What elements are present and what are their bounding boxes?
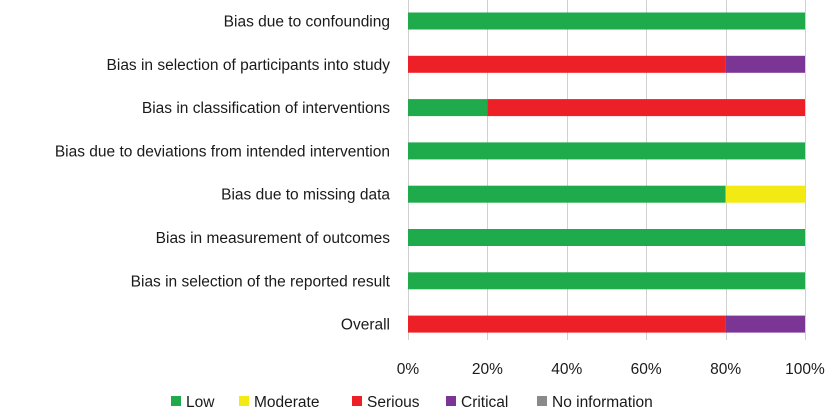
legend-swatch xyxy=(352,396,362,406)
category-label: Bias in measurement of outcomes xyxy=(156,230,391,247)
legend-swatch xyxy=(239,396,249,406)
x-tick-label: 100% xyxy=(785,361,825,378)
bar-segment-low xyxy=(408,142,805,160)
category-label: Bias in selection of participants into s… xyxy=(107,57,391,74)
bar-segment-serious xyxy=(487,99,805,117)
legend-label: Low xyxy=(186,394,215,411)
legend-swatch xyxy=(537,396,547,406)
x-tick-label: 0% xyxy=(397,361,420,378)
x-tick-label: 20% xyxy=(472,361,503,378)
category-label: Bias in classification of interventions xyxy=(142,100,390,117)
bar-segment-critical xyxy=(725,315,805,333)
bar-segment-low xyxy=(408,99,488,117)
category-label: Bias due to missing data xyxy=(221,187,390,204)
category-label: Bias in selection of the reported result xyxy=(131,273,391,290)
legend-label: No information xyxy=(552,394,653,411)
legend-swatch xyxy=(171,396,181,406)
x-axis-tick-labels: 0% 20% 40% 60% 80% 100% xyxy=(397,361,825,378)
category-label: Bias due to confounding xyxy=(224,14,390,31)
bar-segment-low xyxy=(408,185,726,203)
legend-label: Critical xyxy=(461,394,508,411)
bar-segment-low xyxy=(408,12,805,30)
bar-segment-serious xyxy=(408,55,726,73)
bar-segment-moderate xyxy=(725,185,805,203)
bar-segment-low xyxy=(408,272,805,290)
category-label: Bias due to deviations from intended int… xyxy=(55,143,390,160)
x-tick-label: 80% xyxy=(710,361,741,378)
category-labels: Bias due to confounding Bias in selection… xyxy=(55,14,391,334)
category-label: Overall xyxy=(341,317,390,334)
legend-label: Serious xyxy=(367,394,420,411)
x-tick-label: 40% xyxy=(551,361,582,378)
legend: Low Moderate Serious Critical No information xyxy=(171,394,653,411)
x-tick-label: 60% xyxy=(631,361,662,378)
bar-segment-critical xyxy=(725,55,805,73)
bars xyxy=(408,12,805,333)
bar-segment-serious xyxy=(408,315,726,333)
bar-segment-low xyxy=(408,229,805,246)
legend-swatch xyxy=(446,396,456,406)
legend-label: Moderate xyxy=(254,394,319,411)
